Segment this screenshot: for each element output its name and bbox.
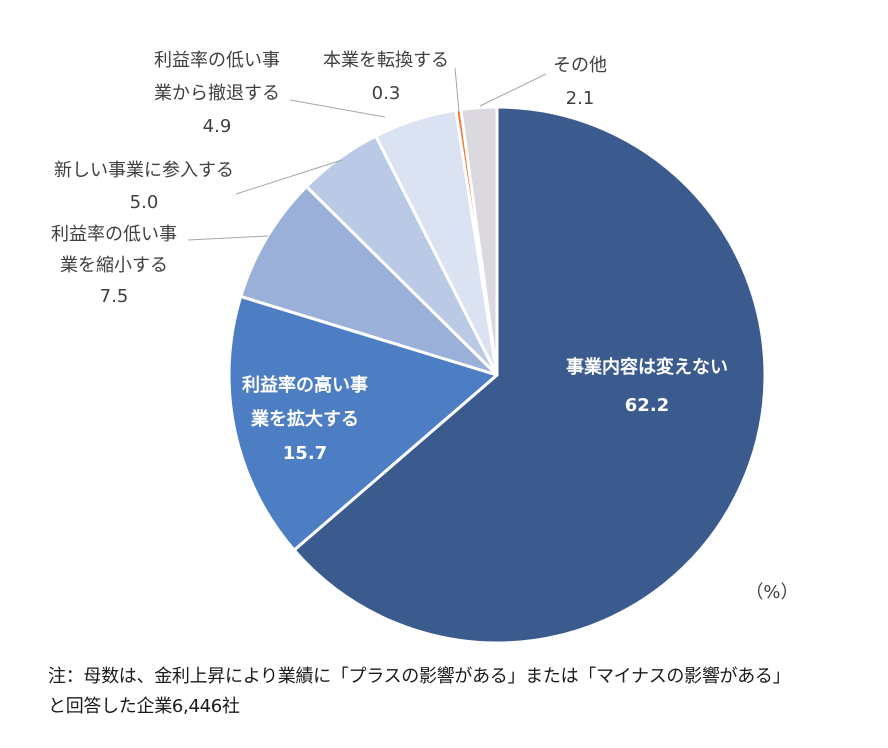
leader-line-4 <box>289 99 386 118</box>
slice-value-3: 5.0 <box>130 192 159 213</box>
leader-line-2 <box>187 235 269 241</box>
slice-label-4-line-0: 利益率の低い事 <box>154 50 280 71</box>
slice-label-3-line-0: 新しい事業に参入する <box>54 160 234 181</box>
slice-label-1-line-1: 業を拡大する <box>250 408 359 430</box>
pie-slice-2 <box>239 185 499 377</box>
slice-value-0: 62.2 <box>625 395 669 416</box>
footnote-line-1: 注：母数は、金利上昇により業績に「プラスの影響がある」または「マイナスの影響があ… <box>48 666 791 687</box>
slice-label-4-line-1: 業から撤退する <box>154 83 280 104</box>
leader-line-6 <box>479 73 547 107</box>
slice-label-6-line-0: その他 <box>553 55 607 76</box>
slice-label-5-line-0: 本業を転換する <box>323 50 449 71</box>
pie-slice-1 <box>227 294 499 552</box>
slice-value-5: 0.3 <box>372 83 401 104</box>
leader-line-5 <box>454 67 460 113</box>
slice-label-2-line-1: 業を縮小する <box>60 255 168 276</box>
slice-value-6: 2.1 <box>566 88 595 109</box>
slice-labels: 事業内容は変えない62.2利益率の高い事業を拡大する15.7利益率の低い事業を縮… <box>51 50 728 464</box>
slice-label-0-line-0: 事業内容は変えない <box>566 356 728 378</box>
pie-slice-0 <box>292 105 767 645</box>
slice-label-1-line-0: 利益率の高い事 <box>242 374 368 396</box>
leader-line-3 <box>235 159 343 195</box>
unit-label: （%） <box>745 582 798 603</box>
slice-value-4: 4.9 <box>203 116 232 137</box>
slice-value-1: 15.7 <box>283 443 327 464</box>
slice-value-2: 7.5 <box>100 286 129 307</box>
slice-label-2-line-0: 利益率の低い事 <box>51 224 177 245</box>
pie-slice-6 <box>459 105 499 377</box>
pie-slices <box>227 105 767 645</box>
footnote-line-2: と回答した企業6,446社 <box>48 696 240 717</box>
leader-lines <box>187 67 547 241</box>
